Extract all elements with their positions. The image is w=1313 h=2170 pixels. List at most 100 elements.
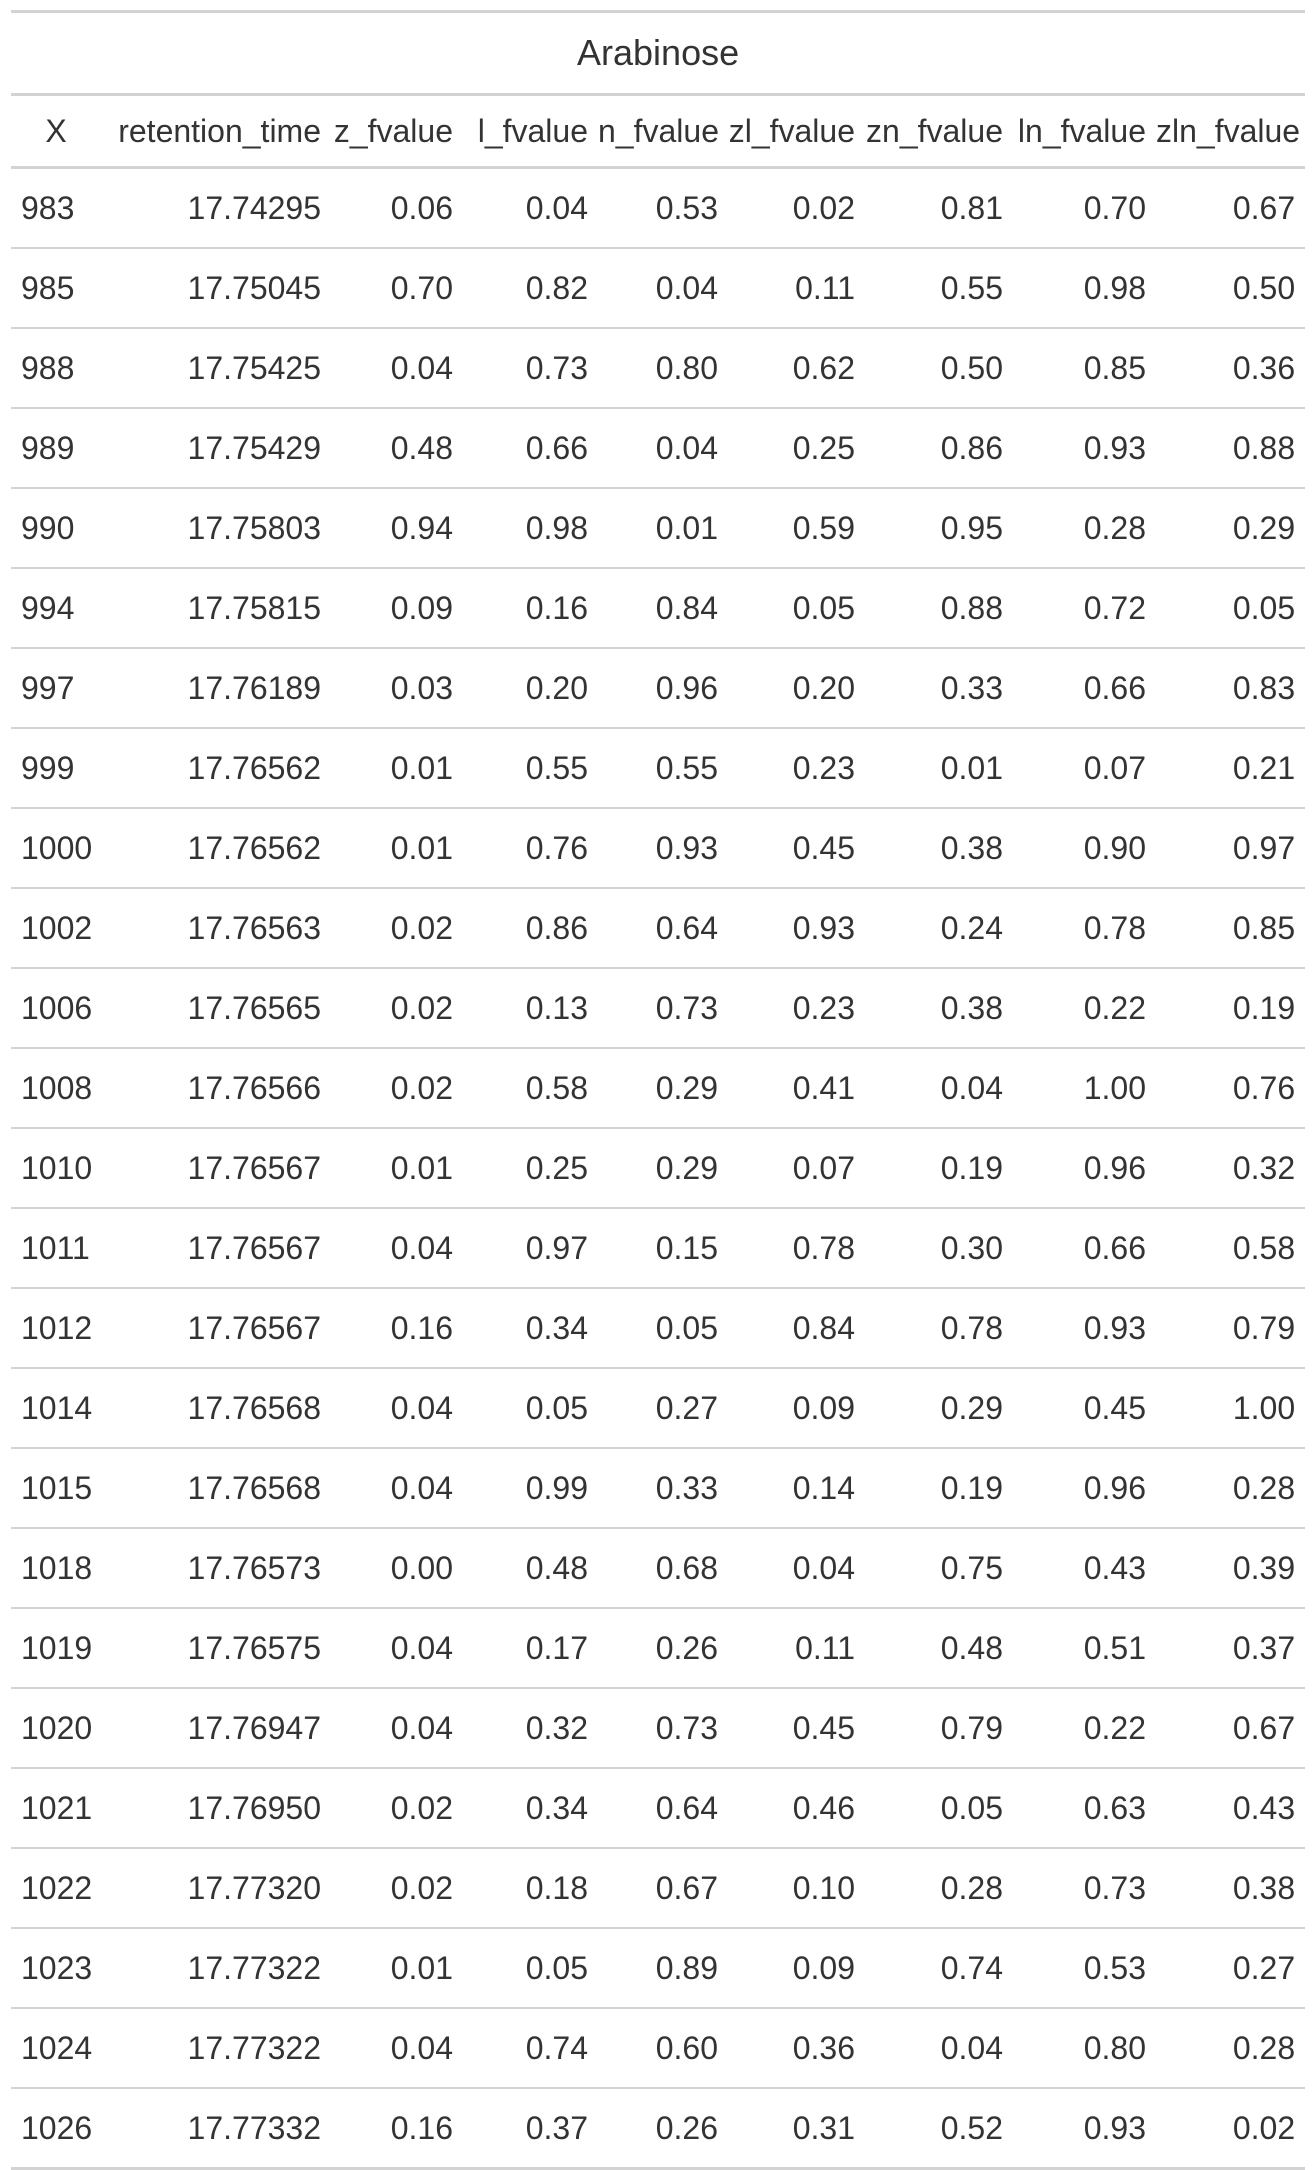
cell-z-fvalue: 0.04 [331,1688,463,1769]
table-row: 1022 17.77320 0.02 0.18 0.67 0.10 0.28 0.73 0.38 [11,1848,1306,1929]
cell-zln-fvalue: 0.32 [1156,1128,1306,1209]
cell-retention-time: 17.76947 [101,1688,331,1769]
cell-zln-fvalue: 1.00 [1156,1368,1306,1449]
cell-retention-time: 17.76568 [101,1368,331,1449]
cell-zn-fvalue: 0.88 [865,568,1013,649]
table-row: 1006 17.76565 0.02 0.13 0.73 0.23 0.38 0.22 0.19 [11,968,1306,1049]
cell-zn-fvalue: 0.19 [865,1128,1013,1209]
cell-z-fvalue: 0.04 [331,2008,463,2089]
cell-l-fvalue: 0.34 [463,1288,598,1369]
cell-n-fvalue: 0.53 [598,167,728,249]
cell-ln-fvalue: 0.51 [1013,1608,1156,1689]
cell-x: 1019 [11,1608,101,1689]
cell-zl-fvalue: 0.25 [728,408,865,489]
cell-zl-fvalue: 0.14 [728,1448,865,1529]
cell-x: 999 [11,728,101,809]
cell-n-fvalue: 0.80 [598,328,728,409]
cell-l-fvalue: 0.76 [463,808,598,889]
table-row: 1024 17.77322 0.04 0.74 0.60 0.36 0.04 0.80 0.28 [11,2008,1306,2089]
cell-zn-fvalue: 0.33 [865,648,1013,729]
table-row: 999 17.76562 0.01 0.55 0.55 0.23 0.01 0.07 0.21 [11,728,1306,809]
cell-zl-fvalue: 0.45 [728,1688,865,1769]
cell-x: 988 [11,328,101,409]
cell-l-fvalue: 0.74 [463,2008,598,2089]
cell-z-fvalue: 0.04 [331,1448,463,1529]
cell-x: 1002 [11,888,101,969]
cell-zln-fvalue: 0.05 [1156,568,1306,649]
cell-retention-time: 17.75803 [101,488,331,569]
cell-l-fvalue: 0.20 [463,648,598,729]
cell-ln-fvalue: 0.80 [1013,2008,1156,2089]
table-row: 983 17.74295 0.06 0.04 0.53 0.02 0.81 0.70 0.67 [11,167,1306,249]
cell-zn-fvalue: 0.01 [865,728,1013,809]
cell-n-fvalue: 0.73 [598,1688,728,1769]
column-header-x: X [11,94,101,169]
cell-n-fvalue: 0.93 [598,808,728,889]
cell-zln-fvalue: 0.83 [1156,648,1306,729]
cell-n-fvalue: 0.64 [598,888,728,969]
cell-z-fvalue: 0.04 [331,328,463,409]
cell-z-fvalue: 0.16 [331,1288,463,1369]
cell-ln-fvalue: 0.93 [1013,408,1156,489]
cell-retention-time: 17.77322 [101,2008,331,2089]
table-row: 1021 17.76950 0.02 0.34 0.64 0.46 0.05 0.63 0.43 [11,1768,1306,1849]
cell-zl-fvalue: 0.11 [728,248,865,329]
cell-zn-fvalue: 0.78 [865,1288,1013,1369]
cell-ln-fvalue: 0.70 [1013,167,1156,249]
table-row: 1019 17.76575 0.04 0.17 0.26 0.11 0.48 0.51 0.37 [11,1608,1306,1689]
cell-zln-fvalue: 0.43 [1156,1768,1306,1849]
table-row: 988 17.75425 0.04 0.73 0.80 0.62 0.50 0.85 0.36 [11,328,1306,409]
cell-l-fvalue: 0.66 [463,408,598,489]
table-row: 1012 17.76567 0.16 0.34 0.05 0.84 0.78 0.93 0.79 [11,1288,1306,1369]
cell-x: 1012 [11,1288,101,1369]
arabinose-table-container: Arabinose X retention_time z_fvalue l_fv… [11,10,1306,2170]
cell-zn-fvalue: 0.86 [865,408,1013,489]
cell-zln-fvalue: 0.02 [1156,2088,1306,2170]
cell-l-fvalue: 0.05 [463,1368,598,1449]
cell-n-fvalue: 0.84 [598,568,728,649]
cell-x: 1018 [11,1528,101,1609]
cell-l-fvalue: 0.97 [463,1208,598,1289]
cell-n-fvalue: 0.73 [598,968,728,1049]
cell-z-fvalue: 0.09 [331,568,463,649]
cell-ln-fvalue: 0.73 [1013,1848,1156,1929]
cell-n-fvalue: 0.26 [598,1608,728,1689]
cell-z-fvalue: 0.01 [331,1928,463,2009]
cell-zn-fvalue: 0.38 [865,808,1013,889]
cell-z-fvalue: 0.04 [331,1208,463,1289]
table-row: 1000 17.76562 0.01 0.76 0.93 0.45 0.38 0.90 0.97 [11,808,1306,889]
cell-zn-fvalue: 0.29 [865,1368,1013,1449]
cell-zl-fvalue: 0.46 [728,1768,865,1849]
cell-ln-fvalue: 0.96 [1013,1128,1156,1209]
cell-zn-fvalue: 0.74 [865,1928,1013,2009]
cell-n-fvalue: 0.05 [598,1288,728,1369]
cell-ln-fvalue: 0.78 [1013,888,1156,969]
cell-z-fvalue: 0.03 [331,648,463,729]
cell-n-fvalue: 0.89 [598,1928,728,2009]
cell-zln-fvalue: 0.29 [1156,488,1306,569]
cell-zl-fvalue: 0.84 [728,1288,865,1369]
cell-n-fvalue: 0.96 [598,648,728,729]
cell-zln-fvalue: 0.21 [1156,728,1306,809]
cell-n-fvalue: 0.60 [598,2008,728,2089]
cell-z-fvalue: 0.04 [331,1608,463,1689]
cell-zl-fvalue: 0.20 [728,648,865,729]
cell-z-fvalue: 0.04 [331,1368,463,1449]
cell-zl-fvalue: 0.23 [728,968,865,1049]
table-row: 990 17.75803 0.94 0.98 0.01 0.59 0.95 0.28 0.29 [11,488,1306,569]
cell-zl-fvalue: 0.23 [728,728,865,809]
cell-zn-fvalue: 0.04 [865,2008,1013,2089]
cell-ln-fvalue: 0.22 [1013,968,1156,1049]
table-row: 994 17.75815 0.09 0.16 0.84 0.05 0.88 0.72 0.05 [11,568,1306,649]
table-row: 1011 17.76567 0.04 0.97 0.15 0.78 0.30 0.66 0.58 [11,1208,1306,1289]
cell-z-fvalue: 0.94 [331,488,463,569]
cell-ln-fvalue: 0.22 [1013,1688,1156,1769]
column-header-zl-fvalue: zl_fvalue [728,94,865,169]
table-row: 1008 17.76566 0.02 0.58 0.29 0.41 0.04 1.00 0.76 [11,1048,1306,1129]
cell-retention-time: 17.74295 [101,167,331,249]
cell-zl-fvalue: 0.31 [728,2088,865,2170]
cell-retention-time: 17.76950 [101,1768,331,1849]
cell-zn-fvalue: 0.19 [865,1448,1013,1529]
cell-n-fvalue: 0.04 [598,248,728,329]
table-title: Arabinose [11,10,1306,96]
